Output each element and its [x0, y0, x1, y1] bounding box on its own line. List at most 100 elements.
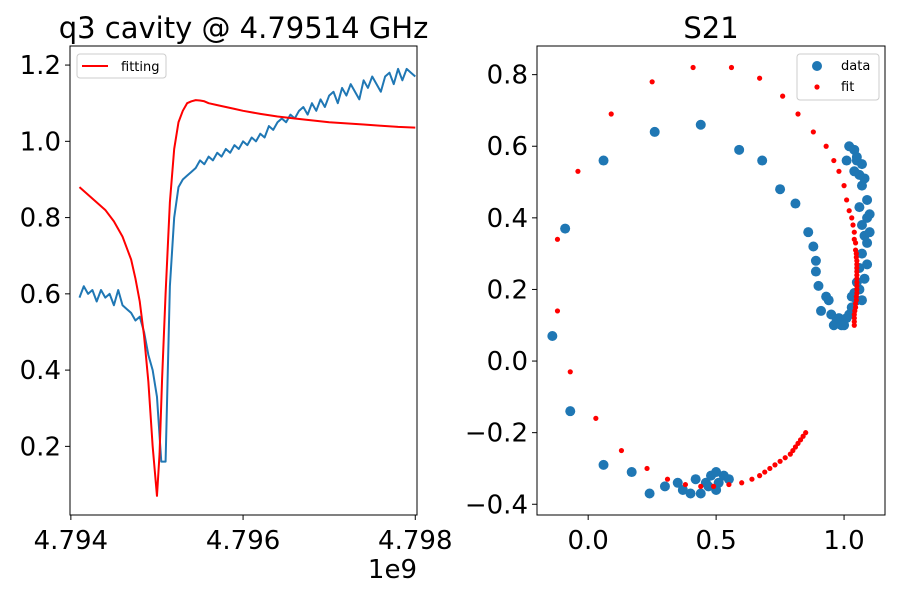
data-point: [672, 477, 683, 488]
fit-point: [851, 315, 857, 321]
fit-point: [728, 64, 735, 71]
data-point: [695, 119, 706, 130]
measured-series-line: [78, 67, 416, 463]
fit-point: [854, 279, 860, 285]
data-point: [810, 266, 821, 277]
y-tick-label: 0.6: [20, 280, 61, 310]
data-point: [734, 144, 745, 155]
data-point: [808, 241, 819, 252]
data-point: [649, 126, 660, 137]
data-point: [790, 198, 801, 209]
data-point: [813, 280, 824, 291]
fit-point: [844, 197, 850, 203]
y-tick-label: 0.8: [487, 61, 528, 91]
fit-point: [790, 447, 796, 454]
fit-point: [554, 236, 561, 242]
fit-point: [851, 322, 857, 328]
y-tick-label: 0.8: [20, 204, 61, 234]
fit-point: [664, 476, 671, 482]
data-point: [864, 227, 875, 238]
fit-point: [854, 265, 860, 271]
fit-point: [726, 481, 732, 488]
data-point: [757, 155, 768, 166]
data-point: [864, 209, 875, 220]
fit-point: [849, 215, 855, 221]
data-point: [690, 474, 701, 485]
fit-point: [854, 283, 860, 289]
fit-point: [618, 447, 625, 454]
data-point: [803, 227, 814, 238]
fit-point: [853, 294, 859, 300]
fit-point: [757, 75, 763, 81]
fit-point: [810, 129, 816, 135]
scatter-chart-plot-area: [547, 64, 875, 499]
x-tick-label: 4.796: [206, 526, 280, 556]
data-point: [775, 184, 786, 195]
data-point: [659, 481, 670, 492]
data-point: [854, 202, 865, 213]
data-point: [713, 477, 724, 488]
legend-box: [76, 53, 167, 79]
fit-point: [841, 183, 847, 189]
y-tick-label: 1.0: [20, 127, 61, 157]
legend-fitting-label: fitting: [121, 60, 160, 75]
fit-point: [644, 465, 650, 472]
fit-point: [762, 469, 768, 475]
fit-point: [852, 240, 859, 246]
scatter-chart-ticks: 0.0 0.5 1.0 −0.4 −0.2 0.0 0.2 0.4 0.6 0.8: [465, 61, 865, 556]
data-point: [626, 467, 637, 478]
fit-point: [749, 476, 755, 482]
data-point: [598, 155, 609, 166]
fit-point: [698, 483, 704, 489]
fit-point: [710, 483, 717, 489]
y-tick-label: 0.2: [20, 432, 61, 462]
y-tick-label: 0.0: [487, 347, 528, 377]
fit-point: [795, 440, 801, 446]
scatter-chart: S21 0.0 0.5 1.0 −0.4 −0.2 0.0 0.2 0.4 0.6 0.8 dat…: [465, 11, 886, 556]
y-tick-label: 0.4: [487, 204, 528, 234]
fit-point: [608, 111, 614, 117]
data-point: [856, 220, 867, 231]
data-point: [565, 406, 576, 417]
data-point: [851, 151, 862, 162]
data-point: [856, 295, 867, 306]
scatter-chart-title: S21: [683, 11, 738, 45]
y-tick-label: −0.2: [465, 419, 528, 449]
y-tick-label: −0.4: [465, 490, 528, 520]
data-point: [685, 488, 696, 499]
fit-point: [853, 251, 859, 257]
data-point: [862, 259, 873, 270]
legend-fit-swatch: [814, 84, 820, 90]
fit-point: [797, 437, 804, 443]
data-point: [810, 255, 821, 266]
fit-point: [575, 168, 581, 174]
data-point: [841, 155, 852, 166]
fit-point: [567, 369, 573, 375]
fit-point: [854, 276, 860, 282]
data-point: [695, 488, 706, 499]
line-chart-legend: fitting: [76, 53, 167, 79]
legend-fit-label: fit: [841, 80, 854, 95]
data-point: [849, 166, 860, 177]
fit-point: [787, 451, 793, 457]
data-point: [703, 481, 714, 492]
fit-point: [854, 258, 860, 264]
fit-point: [851, 229, 857, 235]
y-tick-label: 0.4: [20, 356, 61, 386]
data-point: [823, 295, 834, 306]
data-point: [859, 273, 870, 284]
fit-point: [850, 222, 856, 228]
data-point: [547, 330, 558, 341]
data-point: [560, 223, 571, 234]
data-point: [644, 488, 655, 499]
fit-point: [846, 208, 852, 214]
fit-point: [739, 480, 745, 486]
fit-point: [854, 272, 860, 278]
fit-point: [593, 415, 599, 421]
fit-point: [649, 79, 655, 85]
y-tick-label: 1.2: [20, 51, 61, 81]
line-chart: q3 cavity @ 4.79514 GHz 4.794 4.796 4.798 0…: [20, 11, 453, 585]
x-tick-label: 0.5: [695, 526, 736, 556]
scatter-chart-legend: data fit: [796, 53, 880, 101]
